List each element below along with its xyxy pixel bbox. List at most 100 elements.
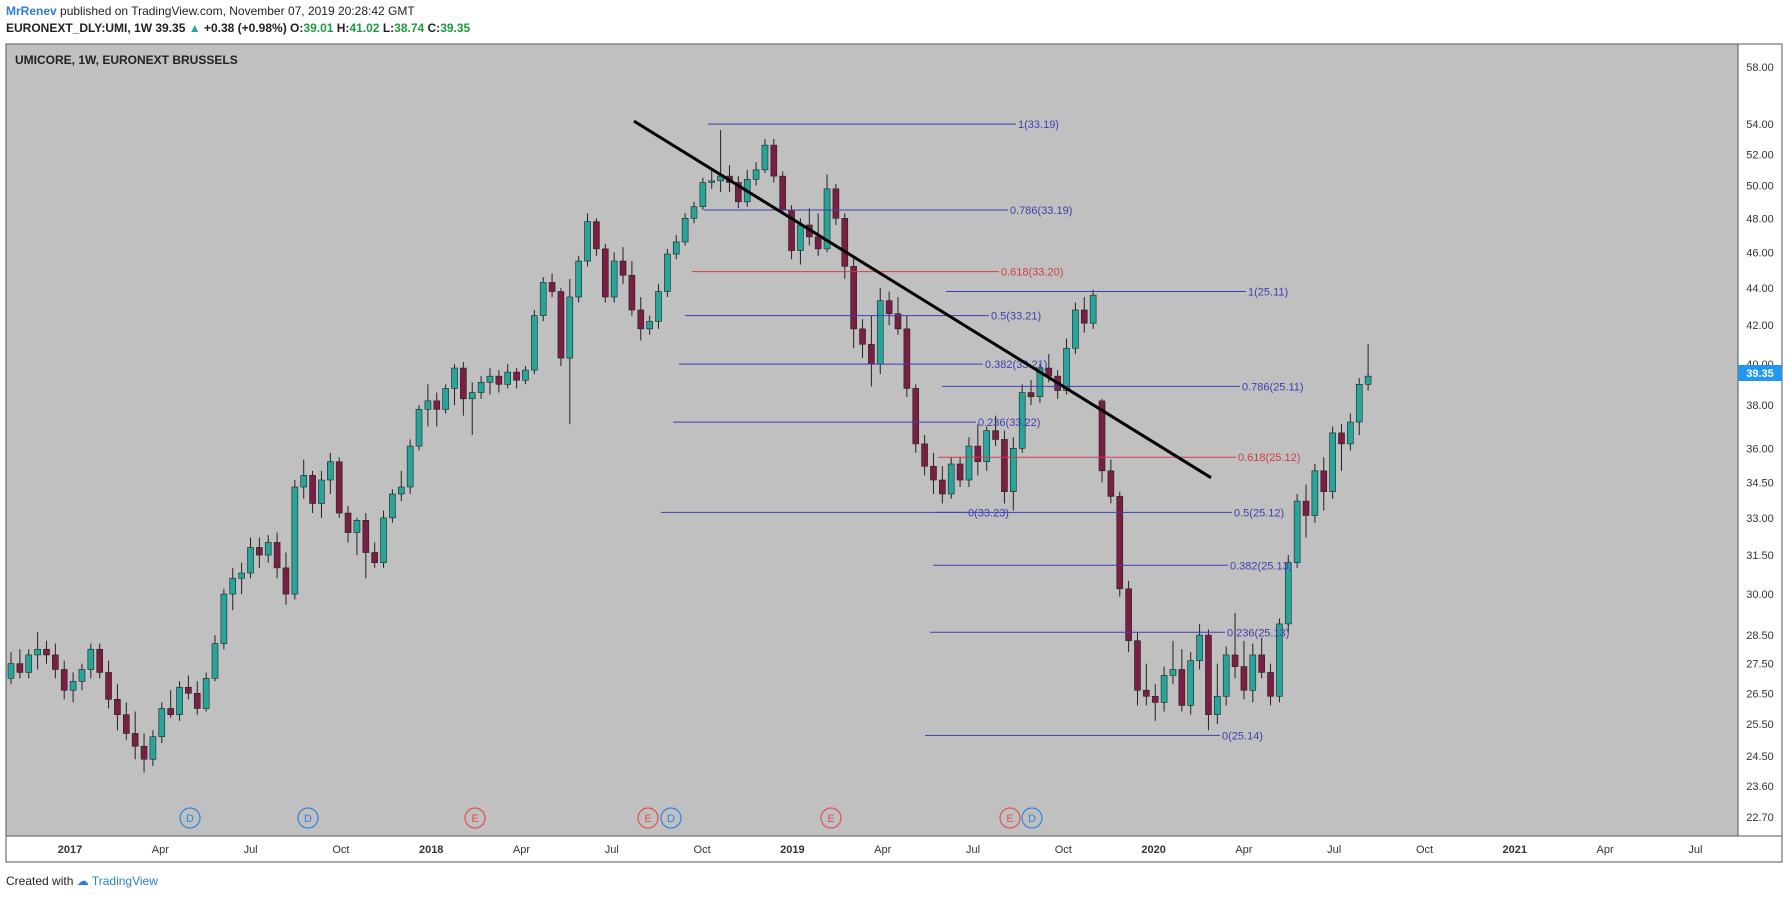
candle-body [96,648,103,673]
candle-body [468,392,476,400]
candle-body [601,248,609,298]
chart-title: UMICORE, 1W, EURONEXT BRUSSELS [15,53,238,67]
candle-body [1205,634,1212,715]
candle-body [202,678,210,709]
fib-level-label: 0.236(25.13) [1227,627,1289,639]
event-marker-circle [297,807,319,829]
candle-body [956,463,964,481]
candle-body [761,144,769,171]
price-axis[interactable] [1737,43,1783,837]
candle-body [1169,669,1177,676]
candle-body [1107,470,1115,497]
y-tick-label: 36.00 [1746,443,1774,455]
candle-body [735,182,742,203]
candle-body [78,669,86,682]
candle-body [16,663,24,673]
time-axis[interactable] [5,835,1783,863]
last-price-text: 39.35 [155,21,186,35]
author-name[interactable]: MrRenev [6,4,57,18]
candle-body [1116,496,1124,590]
close-label: C: [427,21,441,35]
price-change: +0.38 (+0.98%) [203,21,287,35]
candle-body [1347,421,1354,445]
x-tick-label: Oct [1416,844,1433,856]
fib-level-label: 1(25.11) [1248,287,1288,299]
candle-body [539,282,547,316]
candle-body [1311,470,1319,516]
candle-body [7,663,15,679]
created-with-text: Created with [6,874,74,888]
candle-body [442,388,449,410]
candle-body [770,144,778,177]
fib-level-label: 0.236(33.22) [978,417,1040,429]
candle-body [52,654,59,670]
high-label: H: [336,21,350,35]
candle-body [477,381,485,393]
x-tick-label: Apr [874,844,891,856]
candle-body [646,320,653,330]
candle-body [406,445,414,488]
candle-body [814,236,822,250]
y-tick-label: 50.00 [1746,181,1774,193]
x-tick-label: Apr [513,844,530,856]
event-marker-circle [464,807,486,829]
candle-body [69,680,77,691]
up-arrow-icon: ▲ [188,21,201,35]
fib-level-label: 0.786(25.11) [1242,381,1304,393]
candle-body [158,708,166,737]
candle-body [397,486,405,495]
candle-body [34,648,41,656]
plot-area[interactable] [5,43,1739,837]
candle-body [167,708,174,715]
candle-body [850,266,857,330]
publish-info: MrRenev published on TradingView.com, No… [6,4,415,18]
candle-body [1187,660,1195,706]
candle-body [1276,623,1283,697]
candle-body [655,291,662,322]
candle-body [681,218,689,243]
y-tick-label: 54.00 [1746,119,1774,131]
candle-body [983,430,991,463]
candle-body [859,328,866,345]
candle-body [965,445,973,481]
x-tick-label: 2018 [419,844,443,856]
y-tick-label: 48.00 [1746,213,1774,225]
x-tick-label: Oct [1055,844,1072,856]
candle-body [1018,392,1026,449]
candle-body [1098,400,1106,472]
fib-levels-group: 1(33.19) 0.786(33.19) 0.618(33.20) 0.5(33.2… [661,119,1304,742]
candle-body [451,367,458,389]
open-value: 39.01 [303,21,334,35]
candle-body [1010,448,1017,492]
candle-body [664,253,671,292]
y-tick-labels: 58.00 54.00 52.00 50.00 48.00 46.00 44.00 42.00… [1746,62,1774,824]
candle-body [140,745,148,760]
trendline[interactable] [633,119,1212,479]
candle-body [876,300,884,365]
candle-body [610,260,618,298]
y-tick-label: 30.00 [1746,589,1774,601]
candle-body [1240,666,1248,691]
candle-body [690,206,698,219]
tradingview-logo-icon: ☁ [76,874,89,888]
candle-body [229,577,237,595]
candle-body [1355,384,1363,423]
candle-body [300,475,308,488]
candle-body [1196,634,1203,662]
event-marker-label: D [186,813,194,825]
candle-body [1214,695,1221,715]
candle-body [797,224,804,251]
tradingview-link[interactable]: TradingView [91,874,158,888]
candle-body [1320,470,1328,492]
candle-body [593,221,600,250]
open-label: O: [290,21,304,35]
last-price-label: 39.35 [1746,368,1774,380]
low-value: 38.74 [394,21,425,35]
candle-body [149,736,157,760]
candle-body [291,486,299,595]
candle-body [1178,669,1186,706]
event-marker-label: D [667,813,675,825]
candle-body [619,260,627,276]
candle-body [566,296,574,359]
